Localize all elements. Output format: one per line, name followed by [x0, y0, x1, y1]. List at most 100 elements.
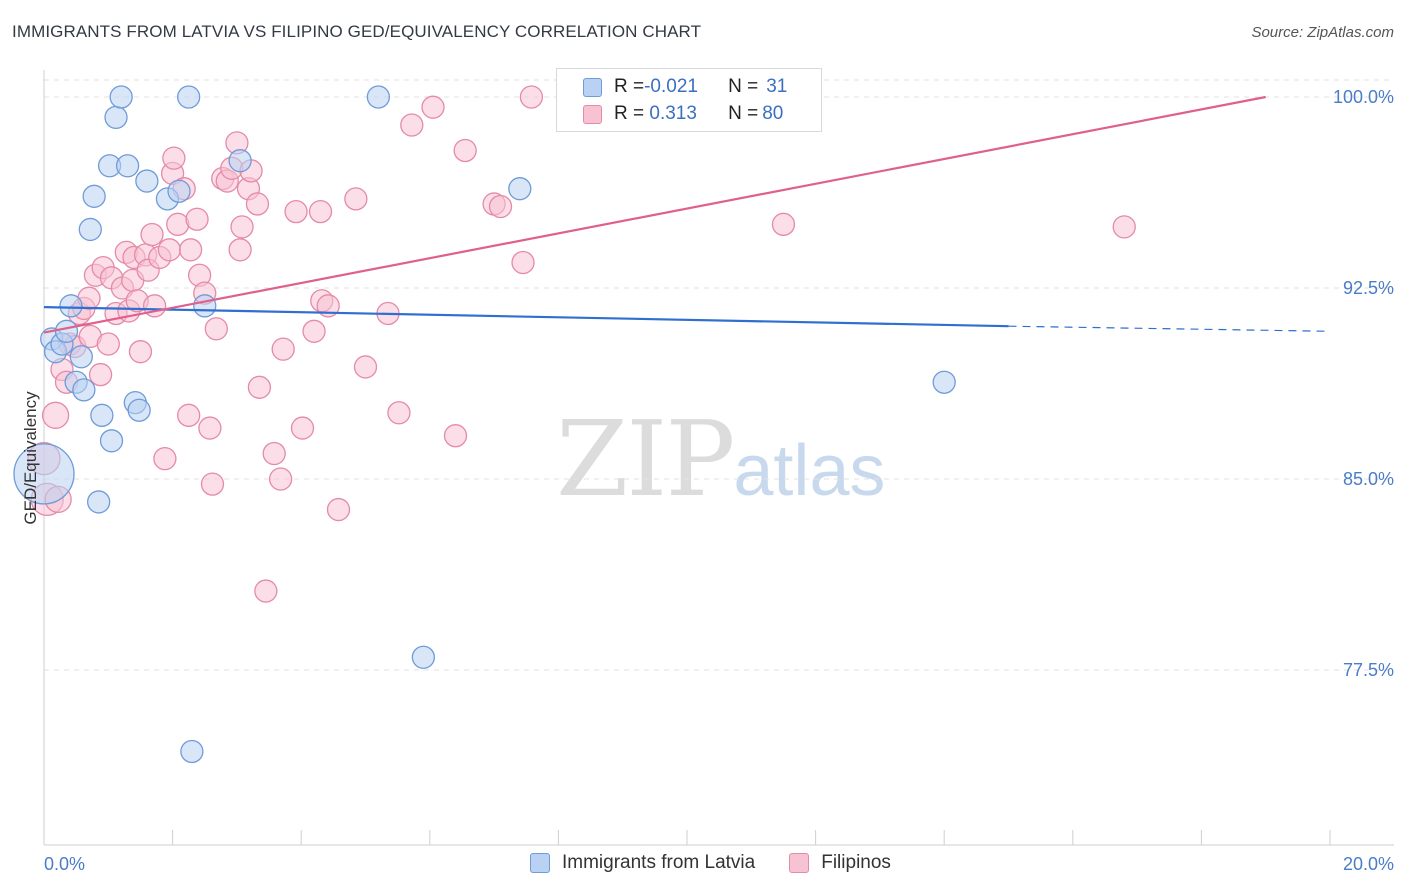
y-tick-label: 100.0% — [1333, 87, 1394, 107]
point-filipinos — [290, 416, 315, 440]
point-filipinos — [344, 187, 368, 211]
y-tick-label: 92.5% — [1343, 278, 1394, 298]
point-filipinos — [41, 401, 70, 429]
point-filipinos — [308, 199, 333, 224]
point-filipinos — [387, 401, 411, 425]
point-filipinos — [140, 222, 164, 247]
point-filipinos — [198, 416, 222, 440]
series-legend-latvia: Immigrants from Latvia — [530, 852, 755, 874]
point-filipinos — [228, 238, 252, 262]
point-filipinos — [230, 215, 254, 239]
series-swatch-pink — [789, 853, 810, 873]
point-filipinos — [178, 238, 203, 262]
series-swatch-blue — [530, 853, 550, 873]
x-tick-label-min: 0.0% — [44, 854, 85, 874]
y-tick-label: 85.0% — [1343, 469, 1394, 489]
point-latvia — [54, 319, 79, 343]
point-filipinos — [204, 317, 228, 341]
series-label-latvia: Immigrants from Latvia — [562, 852, 756, 873]
point-filipinos — [262, 441, 286, 466]
legend-swatch-blue — [583, 77, 602, 97]
point-latvia — [13, 443, 75, 505]
point-filipinos — [245, 192, 270, 216]
point-filipinos — [400, 113, 424, 137]
point-latvia — [90, 403, 114, 427]
point-latvia — [59, 294, 83, 318]
legend-n-value: 31 — [766, 76, 788, 97]
point-filipinos — [254, 579, 278, 603]
point-filipinos — [1112, 215, 1136, 239]
point-latvia — [135, 169, 159, 193]
point-latvia — [193, 294, 217, 318]
y-tick-labels: 77.5% 85.0% 92.5% 100.0% — [1333, 87, 1394, 680]
point-latvia — [180, 739, 204, 764]
point-latvia — [508, 177, 532, 201]
point-filipinos — [157, 238, 182, 262]
watermark-zip: ZIP — [556, 398, 735, 520]
point-latvia — [69, 345, 93, 369]
legend-r-value: 0.313 — [644, 103, 697, 124]
point-latvia — [411, 645, 436, 669]
watermark-atlas: atlas — [733, 431, 886, 511]
point-filipinos — [162, 146, 186, 170]
x-tick-label-max: 20.0% — [1343, 854, 1394, 874]
point-latvia — [99, 429, 124, 453]
point-filipinos — [326, 497, 351, 522]
point-filipinos — [353, 355, 378, 379]
point-filipinos — [271, 337, 295, 361]
point-filipinos — [284, 199, 308, 224]
point-filipinos — [316, 294, 340, 318]
point-filipinos — [96, 332, 120, 356]
point-latvia — [87, 490, 111, 514]
point-filipinos — [185, 207, 209, 231]
point-filipinos — [88, 362, 113, 387]
series-legend: Immigrants from Latvia Filipinos — [530, 852, 925, 874]
legend-row-latvia: R = -0.021 N = 31 — [583, 74, 787, 100]
point-filipinos — [771, 212, 796, 236]
point-filipinos — [488, 194, 513, 219]
point-latvia — [109, 85, 133, 109]
trend-line-latvia-extension — [1008, 325, 1331, 332]
point-latvia — [127, 398, 151, 422]
point-latvia — [228, 149, 252, 173]
point-filipinos — [453, 138, 477, 163]
series-label-filipinos: Filipinos — [821, 852, 891, 873]
legend-swatch-pink — [583, 104, 602, 124]
source-label: Source: ZipAtlas.com — [1251, 24, 1394, 41]
point-filipinos — [421, 95, 445, 119]
point-filipinos — [128, 340, 153, 364]
legend-n-label: N = — [728, 76, 759, 97]
data-points — [13, 85, 1136, 764]
point-filipinos — [268, 467, 293, 491]
point-latvia — [167, 179, 191, 203]
x-ticks — [43, 830, 1331, 845]
legend-n-label: N = — [728, 103, 759, 124]
y-tick-label: 77.5% — [1343, 660, 1394, 680]
point-latvia — [78, 217, 102, 242]
point-latvia — [115, 154, 140, 178]
point-filipinos — [177, 403, 201, 427]
point-latvia — [82, 184, 106, 208]
point-filipinos — [247, 375, 272, 399]
point-filipinos — [511, 250, 535, 275]
point-latvia — [104, 105, 128, 130]
trend-lines — [43, 95, 1331, 334]
point-latvia — [932, 370, 956, 394]
point-latvia — [366, 85, 391, 109]
trend-line-filipinos — [43, 95, 1266, 334]
point-filipinos — [302, 319, 326, 343]
legend-row-filipinos: R = 0.313 N = 80 — [583, 101, 783, 127]
stats-legend: R = -0.021 N = 31 R = 0.313 N = 80 — [556, 68, 822, 132]
watermark: ZIPatlas — [556, 398, 885, 520]
point-filipinos — [153, 446, 177, 471]
legend-r-label: R = — [614, 76, 645, 97]
series-legend-filipinos: Filipinos — [789, 852, 891, 874]
legend-r-label: R = — [614, 103, 645, 124]
y-axis-label: GED/Equivalency — [21, 391, 40, 525]
point-filipinos — [443, 424, 468, 448]
point-latvia — [72, 378, 96, 402]
point-filipinos — [519, 85, 544, 109]
trend-line-latvia — [43, 306, 1009, 328]
point-latvia — [177, 85, 201, 109]
